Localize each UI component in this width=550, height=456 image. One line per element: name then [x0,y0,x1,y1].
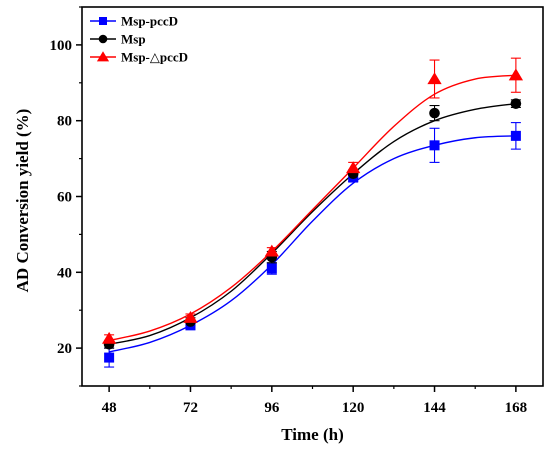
fit-curve-square [108,135,516,353]
fit-curve-triangle [108,74,516,342]
data-point-circle [429,107,440,119]
data-point-triangle [264,244,279,257]
data-point-triangle [346,161,361,174]
legend-label: Msp-pccD [121,14,178,29]
x-tick-label: 168 [505,400,528,416]
y-tick-label: 80 [57,114,72,130]
legend-label: Msp [121,32,146,47]
data-point-circle [510,98,522,109]
fit-curves [108,74,516,353]
x-tick-label: 48 [102,400,117,416]
x-tick-label: 96 [264,400,280,416]
x-axis-title: Time (h) [281,425,344,444]
y-tick-label: 20 [57,341,72,357]
legend-marker [99,17,107,25]
data-point-triangle [101,331,117,344]
data-point-triangle [508,68,524,81]
x-tick-label: 144 [423,400,446,416]
data-point-square [266,263,277,274]
x-tick-label: 72 [183,400,198,416]
y-axis-title: AD Conversion yield (%) [13,109,32,293]
x-tick-label: 120 [342,400,365,416]
data-point-triangle [183,310,198,323]
y-tick-label: 60 [57,190,72,206]
data-point-triangle [427,72,442,85]
legend-marker [98,34,108,44]
y-tick-label: 100 [50,38,73,54]
legend-label: Msp-△pccD [121,50,188,65]
data-point-square [104,352,115,363]
y-axis-ticks: 20 40 60 80 100 [50,6,82,387]
legend: Msp-pccD Msp Msp-△pccD [90,14,188,65]
data-point-square [429,140,440,151]
x-axis-ticks: 48 72 96 120 144 168 [102,386,528,416]
legend-marker [96,51,110,62]
data-point-square [510,130,521,141]
y-tick-label: 40 [57,265,72,281]
data-markers [101,68,524,363]
fit-curve-circle [108,102,516,345]
